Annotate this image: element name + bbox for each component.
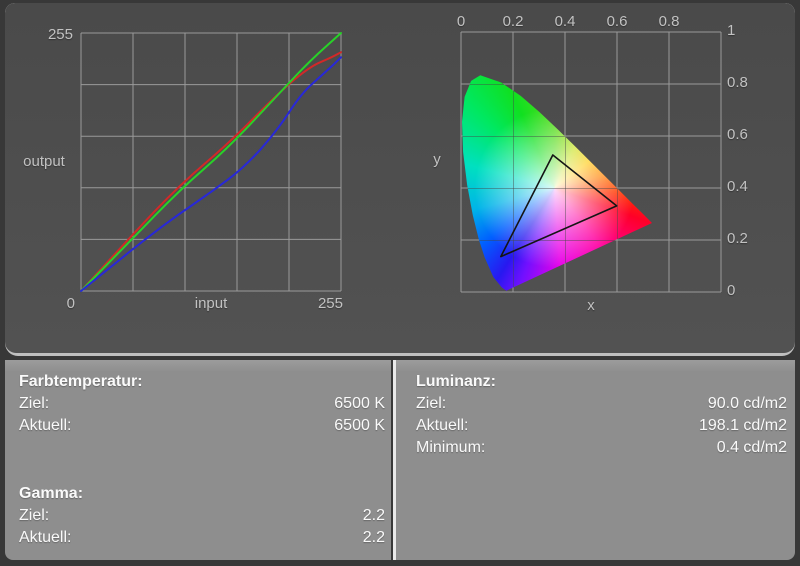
luminanz-minimum-value: 0.4 cd/m2	[717, 437, 787, 459]
gamma-ziel-row: Ziel: 2.2	[19, 505, 385, 527]
cie-y-tick-02: 0.2	[727, 230, 761, 248]
luminanz-ziel-label: Ziel:	[416, 393, 446, 415]
gamma-title: Gamma:	[19, 483, 385, 505]
cie-y-tick-1: 1	[727, 22, 761, 40]
cie-y-tick-08: 0.8	[727, 74, 761, 92]
farbtemperatur-ziel-label: Ziel:	[19, 393, 49, 415]
charts-panel-surface: 255 output 0 input 255 0 0.2 0.4 0.6 0.8…	[5, 3, 795, 353]
gamma-x-axis-label: input	[161, 295, 261, 313]
gamma-y-max-tick: 255	[31, 26, 73, 44]
gamma-aktuell-row: Aktuell: 2.2	[19, 527, 385, 549]
cie-y-tick-0: 0	[727, 282, 761, 300]
gamma-block: Gamma: Ziel: 2.2 Aktuell: 2.2	[19, 483, 385, 549]
farbtemperatur-ziel-value: 6500 K	[334, 393, 385, 415]
farbtemperatur-aktuell-label: Aktuell:	[19, 415, 71, 437]
farbtemperatur-ziel-row: Ziel: 6500 K	[19, 393, 385, 415]
luminanz-minimum-row: Minimum: 0.4 cd/m2	[416, 437, 787, 459]
luminanz-aktuell-label: Aktuell:	[416, 415, 468, 437]
gamma-x-max-tick: 255	[301, 295, 343, 313]
luminanz-title: Luminanz:	[416, 371, 787, 393]
gamma-y-axis-label: output	[13, 153, 75, 171]
gamma-x-min-tick: 0	[45, 295, 75, 313]
display-calibration-report: 255 output 0 input 255 0 0.2 0.4 0.6 0.8…	[0, 0, 800, 566]
luminance-panel: Luminanz: Ziel: 90.0 cd/m2 Aktuell: 198.…	[393, 360, 795, 560]
farbtemperatur-title: Farbtemperatur:	[19, 371, 385, 393]
cie-x-tick-04: 0.4	[547, 13, 583, 31]
color-temperature-and-gamma-panel: Farbtemperatur: Ziel: 6500 K Aktuell: 65…	[5, 360, 391, 560]
luminanz-minimum-label: Minimum:	[416, 437, 485, 459]
cie-x-tick-0: 0	[443, 13, 479, 31]
gamma-aktuell-value: 2.2	[363, 527, 385, 549]
cie-y-axis-label: y	[425, 151, 449, 169]
luminanz-aktuell-row: Aktuell: 198.1 cd/m2	[416, 415, 787, 437]
cie-x-tick-02: 0.2	[495, 13, 531, 31]
cie-y-tick-06: 0.6	[727, 126, 761, 144]
luminanz-ziel-row: Ziel: 90.0 cd/m2	[416, 393, 787, 415]
gamma-ziel-value: 2.2	[363, 505, 385, 527]
gamma-aktuell-label: Aktuell:	[19, 527, 71, 549]
charts-panel: 255 output 0 input 255 0 0.2 0.4 0.6 0.8…	[5, 3, 795, 356]
farbtemperatur-aktuell-row: Aktuell: 6500 K	[19, 415, 385, 437]
gamma-ziel-label: Ziel:	[19, 505, 49, 527]
cie-x-tick-06: 0.6	[599, 13, 635, 31]
cie-y-tick-04: 0.4	[727, 178, 761, 196]
chart-grids	[5, 3, 795, 353]
farbtemperatur-aktuell-value: 6500 K	[334, 415, 385, 437]
cie-x-tick-08: 0.8	[651, 13, 687, 31]
luminanz-aktuell-value: 198.1 cd/m2	[699, 415, 787, 437]
luminanz-ziel-value: 90.0 cd/m2	[708, 393, 787, 415]
cie-x-axis-label: x	[571, 297, 611, 315]
